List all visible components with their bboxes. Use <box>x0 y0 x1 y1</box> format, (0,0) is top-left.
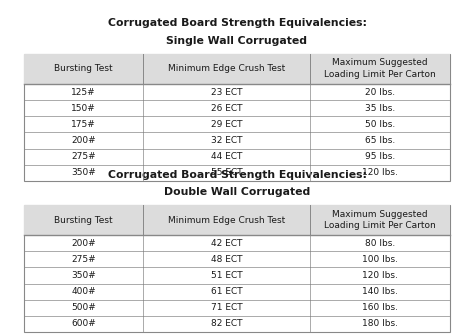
Text: 51 ECT: 51 ECT <box>210 271 242 280</box>
Text: Maximum Suggested
Loading Limit Per Carton: Maximum Suggested Loading Limit Per Cart… <box>324 58 436 79</box>
Text: 80 lbs.: 80 lbs. <box>365 239 395 248</box>
Text: Bursting Test: Bursting Test <box>54 65 113 73</box>
Text: 42 ECT: 42 ECT <box>210 239 242 248</box>
Text: Double Wall Corrugated: Double Wall Corrugated <box>164 187 310 197</box>
Text: 44 ECT: 44 ECT <box>210 152 242 161</box>
Text: Maximum Suggested
Loading Limit Per Carton: Maximum Suggested Loading Limit Per Cart… <box>324 210 436 230</box>
Text: 275#: 275# <box>71 152 96 161</box>
Text: 48 ECT: 48 ECT <box>210 255 242 264</box>
Text: 275#: 275# <box>71 255 96 264</box>
Text: 23 ECT: 23 ECT <box>210 88 242 96</box>
Text: 61 ECT: 61 ECT <box>210 287 242 296</box>
Text: 200#: 200# <box>71 239 96 248</box>
Text: 26 ECT: 26 ECT <box>210 104 242 113</box>
Bar <box>24 54 450 84</box>
Text: 95 lbs.: 95 lbs. <box>365 152 395 161</box>
Text: 120 lbs.: 120 lbs. <box>362 271 398 280</box>
Text: Corrugated Board Strength Equivalencies:: Corrugated Board Strength Equivalencies: <box>108 18 366 29</box>
Text: 160 lbs.: 160 lbs. <box>362 303 398 312</box>
Text: Corrugated Board Strength Equivalencies:: Corrugated Board Strength Equivalencies: <box>108 170 366 180</box>
Text: Minimum Edge Crush Test: Minimum Edge Crush Test <box>168 65 285 73</box>
Bar <box>24 205 450 332</box>
Text: 35 lbs.: 35 lbs. <box>365 104 395 113</box>
Text: 350#: 350# <box>71 271 96 280</box>
Text: 32 ECT: 32 ECT <box>210 136 242 145</box>
Text: 29 ECT: 29 ECT <box>210 120 242 129</box>
Text: Single Wall Corrugated: Single Wall Corrugated <box>166 36 308 46</box>
Text: 150#: 150# <box>71 104 96 113</box>
Text: 175#: 175# <box>71 120 96 129</box>
Text: 400#: 400# <box>71 287 96 296</box>
Text: Minimum Edge Crush Test: Minimum Edge Crush Test <box>168 216 285 224</box>
Text: Bursting Test: Bursting Test <box>54 216 113 224</box>
Text: 50 lbs.: 50 lbs. <box>365 120 395 129</box>
Text: 500#: 500# <box>71 303 96 312</box>
Bar <box>24 54 450 181</box>
Text: 20 lbs.: 20 lbs. <box>365 88 395 96</box>
Text: 71 ECT: 71 ECT <box>210 303 242 312</box>
Bar <box>24 205 450 235</box>
Text: 140 lbs.: 140 lbs. <box>362 287 398 296</box>
Text: 600#: 600# <box>71 320 96 328</box>
Text: 120 lbs.: 120 lbs. <box>362 168 398 177</box>
Text: 200#: 200# <box>71 136 96 145</box>
Text: 350#: 350# <box>71 168 96 177</box>
Text: 82 ECT: 82 ECT <box>210 320 242 328</box>
Text: 125#: 125# <box>71 88 96 96</box>
Text: 65 lbs.: 65 lbs. <box>365 136 395 145</box>
Text: 100 lbs.: 100 lbs. <box>362 255 398 264</box>
Text: 55 ECT: 55 ECT <box>210 168 242 177</box>
Text: 180 lbs.: 180 lbs. <box>362 320 398 328</box>
